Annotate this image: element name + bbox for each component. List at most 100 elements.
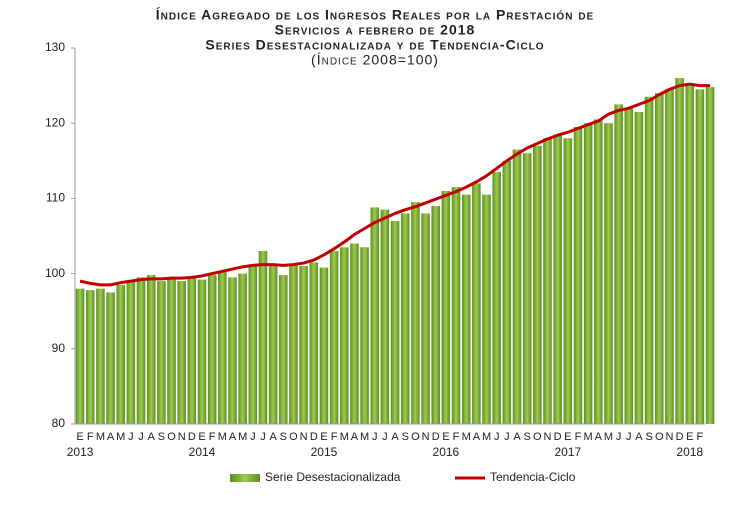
bar — [533, 145, 542, 424]
bar — [218, 272, 227, 424]
bar — [502, 160, 512, 425]
x-tick-label: M — [96, 431, 105, 443]
bar — [228, 277, 237, 424]
x-tick-label: A — [107, 431, 115, 443]
bar — [421, 213, 430, 424]
chart-title: Servicios a febrero de 2018 — [275, 22, 476, 38]
x-tick-label: E — [686, 431, 693, 443]
bar — [279, 275, 288, 424]
x-tick-label: J — [128, 431, 134, 443]
bar — [655, 93, 664, 425]
bar — [634, 111, 644, 425]
bar — [126, 281, 136, 424]
bar — [563, 138, 573, 425]
x-tick-label: S — [280, 431, 287, 443]
trend-line — [79, 82, 711, 287]
bar — [522, 153, 532, 424]
x-tick-label: D — [432, 431, 440, 443]
x-tick-label: J — [382, 431, 388, 443]
x-tick-label: E — [76, 431, 83, 443]
bar — [451, 187, 461, 424]
y-tick-label: 80 — [52, 416, 66, 430]
x-tick-label: D — [554, 431, 562, 443]
chart-subtitle: Series Desestacionalizada y de Tendencia… — [205, 37, 544, 53]
x-tick-label: M — [238, 431, 247, 443]
x-tick-label: N — [300, 431, 308, 443]
x-tick-label: E — [198, 431, 205, 443]
x-tick-label: M — [604, 431, 613, 443]
bar — [624, 108, 634, 424]
bar — [146, 275, 156, 424]
x-tick-label: F — [575, 431, 582, 443]
x-tick-label: M — [584, 431, 593, 443]
bar — [248, 266, 258, 424]
bar — [411, 202, 420, 424]
x-tick-label: A — [229, 431, 237, 443]
bar — [583, 123, 593, 424]
bar — [319, 267, 329, 424]
x-tick-label: J — [138, 431, 144, 443]
x-tick-label: N — [544, 431, 552, 443]
x-tick-label: N — [665, 431, 673, 443]
bar — [665, 89, 674, 425]
bar — [370, 207, 380, 424]
y-tick-label: 100 — [45, 266, 65, 280]
bar — [614, 104, 623, 425]
x-tick-label: M — [462, 431, 471, 443]
x-tick-label: A — [595, 431, 603, 443]
x-tick-label: J — [504, 431, 510, 443]
x-tick-label: O — [655, 431, 664, 443]
bar — [238, 273, 247, 424]
bar — [340, 247, 349, 424]
bar — [685, 85, 695, 424]
x-tick-label: S — [402, 431, 409, 443]
x-tick-label: J — [372, 431, 378, 443]
bar — [157, 281, 166, 424]
x-tick-label: S — [158, 431, 165, 443]
chart-subtitle: (Índice 2008=100) — [311, 52, 439, 68]
x-tick-label: M — [482, 431, 491, 443]
x-tick-label: F — [697, 431, 704, 443]
x-tick-label: M — [340, 431, 349, 443]
x-year-label: 2013 — [67, 445, 94, 459]
bar — [573, 126, 583, 425]
x-tick-label: O — [289, 431, 298, 443]
bar — [472, 183, 481, 424]
bar — [492, 172, 501, 424]
bar — [350, 243, 359, 424]
bar — [75, 288, 85, 424]
chart-title: Índice Agregado de los Ingresos Reales p… — [156, 7, 594, 23]
x-tick-label: A — [635, 431, 643, 443]
x-tick-label: N — [422, 431, 430, 443]
bar — [695, 89, 705, 425]
x-tick-label: O — [167, 431, 176, 443]
bar — [705, 87, 715, 424]
legend-label: Tendencia-Ciclo — [490, 470, 576, 484]
x-tick-label: A — [473, 431, 481, 443]
x-tick-label: J — [250, 431, 256, 443]
bar — [299, 266, 308, 424]
bar — [482, 194, 491, 424]
x-tick-label: J — [494, 431, 500, 443]
bar — [380, 209, 390, 424]
x-tick-label: D — [188, 431, 196, 443]
x-tick-label: D — [676, 431, 684, 443]
x-tick-label: D — [310, 431, 318, 443]
x-tick-label: J — [626, 431, 632, 443]
x-tick-label: A — [351, 431, 359, 443]
x-year-label: 2015 — [311, 445, 338, 459]
x-tick-label: E — [442, 431, 449, 443]
bar — [289, 264, 298, 424]
bar — [604, 123, 613, 424]
x-tick-label: E — [564, 431, 571, 443]
x-tick-label: F — [87, 431, 94, 443]
bar — [85, 290, 95, 424]
y-tick-label: 90 — [52, 341, 66, 355]
x-year-label: 2014 — [189, 445, 216, 459]
bar — [441, 190, 451, 424]
bar — [309, 262, 319, 424]
bar — [644, 96, 654, 424]
x-year-label: 2017 — [554, 445, 581, 459]
legend-label: Serie Desestacionalizada — [265, 470, 401, 484]
